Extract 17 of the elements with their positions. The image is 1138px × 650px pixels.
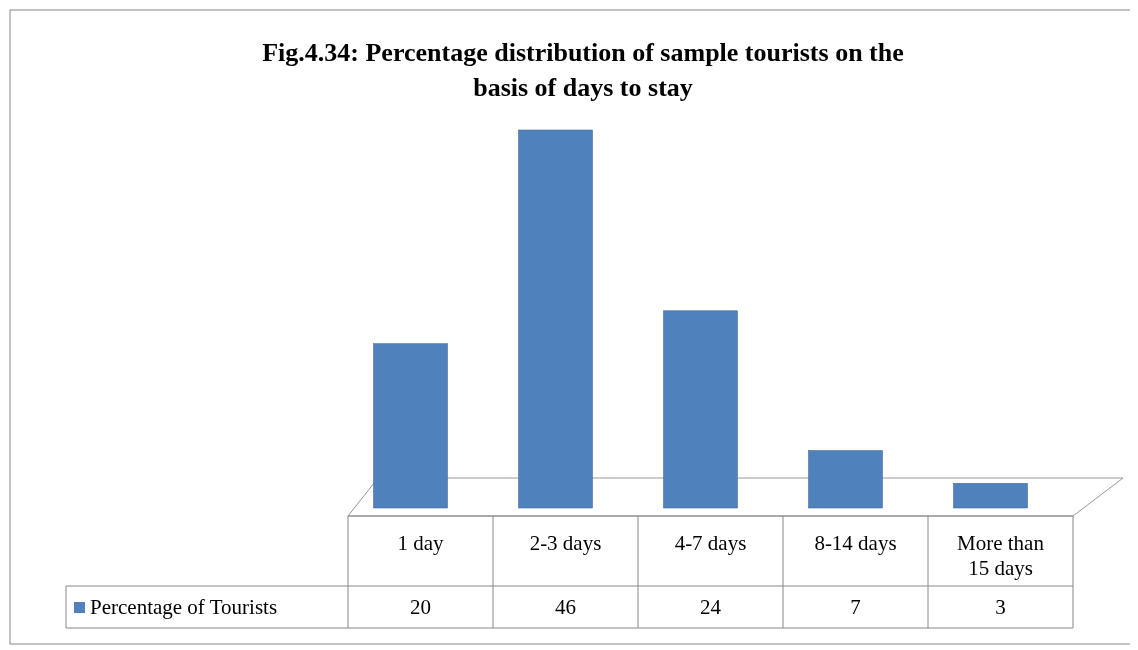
data-label: 3 — [995, 595, 1006, 619]
bar — [663, 310, 738, 509]
x-tick-label: 1 day — [397, 531, 445, 555]
chart-title: Fig.4.34: Percentage distribution of sample tourists on the basis of days to stay — [262, 38, 904, 102]
x-tick-label: 2-3 days — [529, 531, 602, 555]
bar — [373, 343, 448, 509]
data-label: 20 — [410, 595, 431, 619]
x-tick-label: 4-7 days — [674, 531, 747, 555]
bar — [953, 483, 1028, 509]
bar — [518, 129, 593, 509]
data-label: 46 — [555, 595, 576, 619]
data-label: 24 — [700, 595, 722, 619]
x-tick-label: 8-14 days — [814, 531, 897, 555]
x-tick-label: More than 15 days — [957, 531, 1045, 580]
legend-label: Percentage of Tourists — [90, 595, 278, 619]
data-label: 7 — [850, 595, 861, 619]
bar — [808, 450, 883, 509]
